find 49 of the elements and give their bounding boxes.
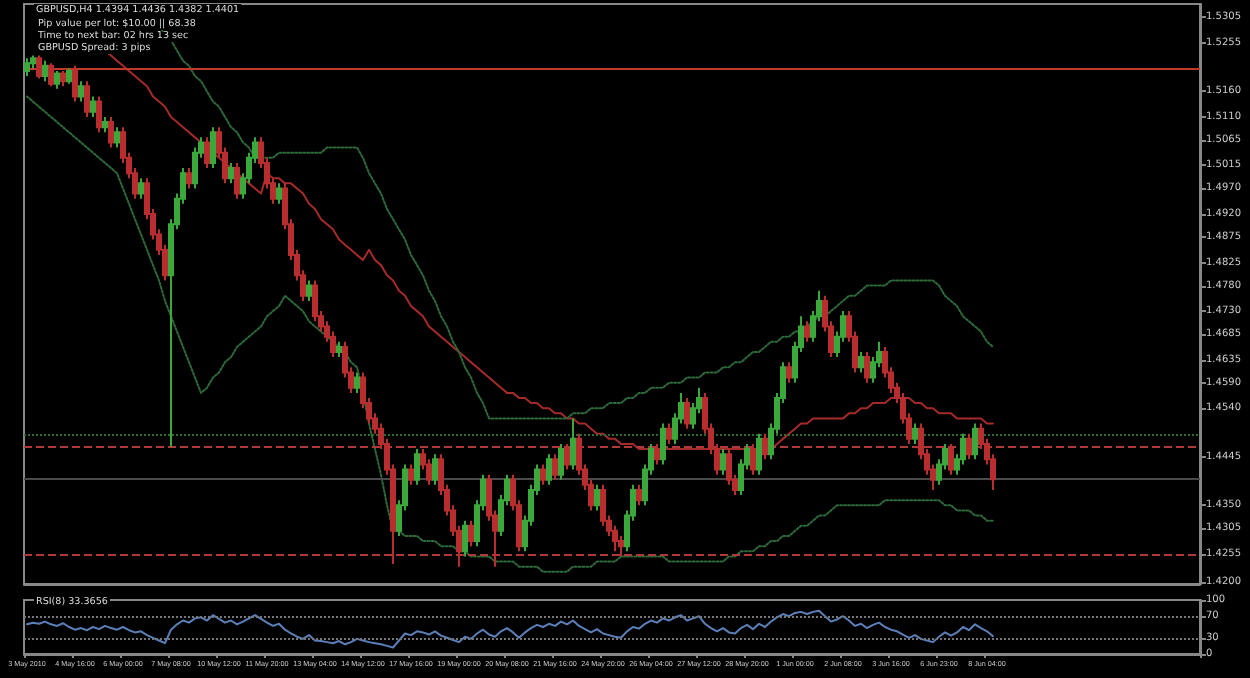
candlestick: [90, 95, 96, 118]
candlestick: [234, 161, 240, 200]
candlestick: [684, 396, 690, 430]
candlestick: [96, 95, 102, 134]
candlestick: [30, 54, 36, 70]
candlestick: [972, 422, 978, 461]
candlestick: [660, 422, 666, 466]
candlestick: [762, 432, 768, 461]
candlestick: [546, 453, 552, 486]
candlestick: [102, 115, 108, 134]
candlestick: [552, 453, 558, 481]
candlestick: [570, 417, 576, 471]
candlestick: [78, 80, 84, 103]
candlestick: [204, 136, 210, 170]
candlestick: [54, 69, 60, 90]
candlestick: [666, 422, 672, 445]
candlestick: [786, 361, 792, 384]
line-series: [26, 609, 994, 649]
candlestick: [636, 483, 642, 507]
candlestick: [408, 463, 414, 486]
candlestick: [756, 432, 762, 476]
candlestick: [432, 453, 438, 486]
candlestick: [210, 126, 216, 170]
candlestick: [594, 483, 600, 512]
candlestick: [138, 177, 144, 200]
candlestick: [42, 59, 48, 83]
candlestick: [804, 320, 810, 343]
candlestick: [24, 57, 30, 78]
candlestick: [114, 126, 120, 149]
candlestick: [912, 422, 918, 445]
candlestick: [336, 340, 342, 359]
candlestick: [540, 463, 546, 486]
candlestick: [108, 115, 114, 149]
candlestick: [414, 448, 420, 486]
candlestick: [354, 371, 360, 394]
candlestick: [720, 448, 726, 476]
candlestick: [306, 279, 312, 302]
candlestick: [186, 167, 192, 190]
candlestick: [966, 432, 972, 461]
line-series: [104, 49, 994, 451]
candlestick: [462, 519, 468, 558]
candlestick: [858, 351, 864, 374]
candlestick: [228, 161, 234, 185]
candlestick: [558, 442, 564, 481]
candlestick: [84, 80, 90, 118]
candlestick: [864, 351, 870, 384]
candlestick: [66, 67, 72, 85]
candlestick: [276, 182, 282, 205]
candlestick: [468, 519, 474, 548]
